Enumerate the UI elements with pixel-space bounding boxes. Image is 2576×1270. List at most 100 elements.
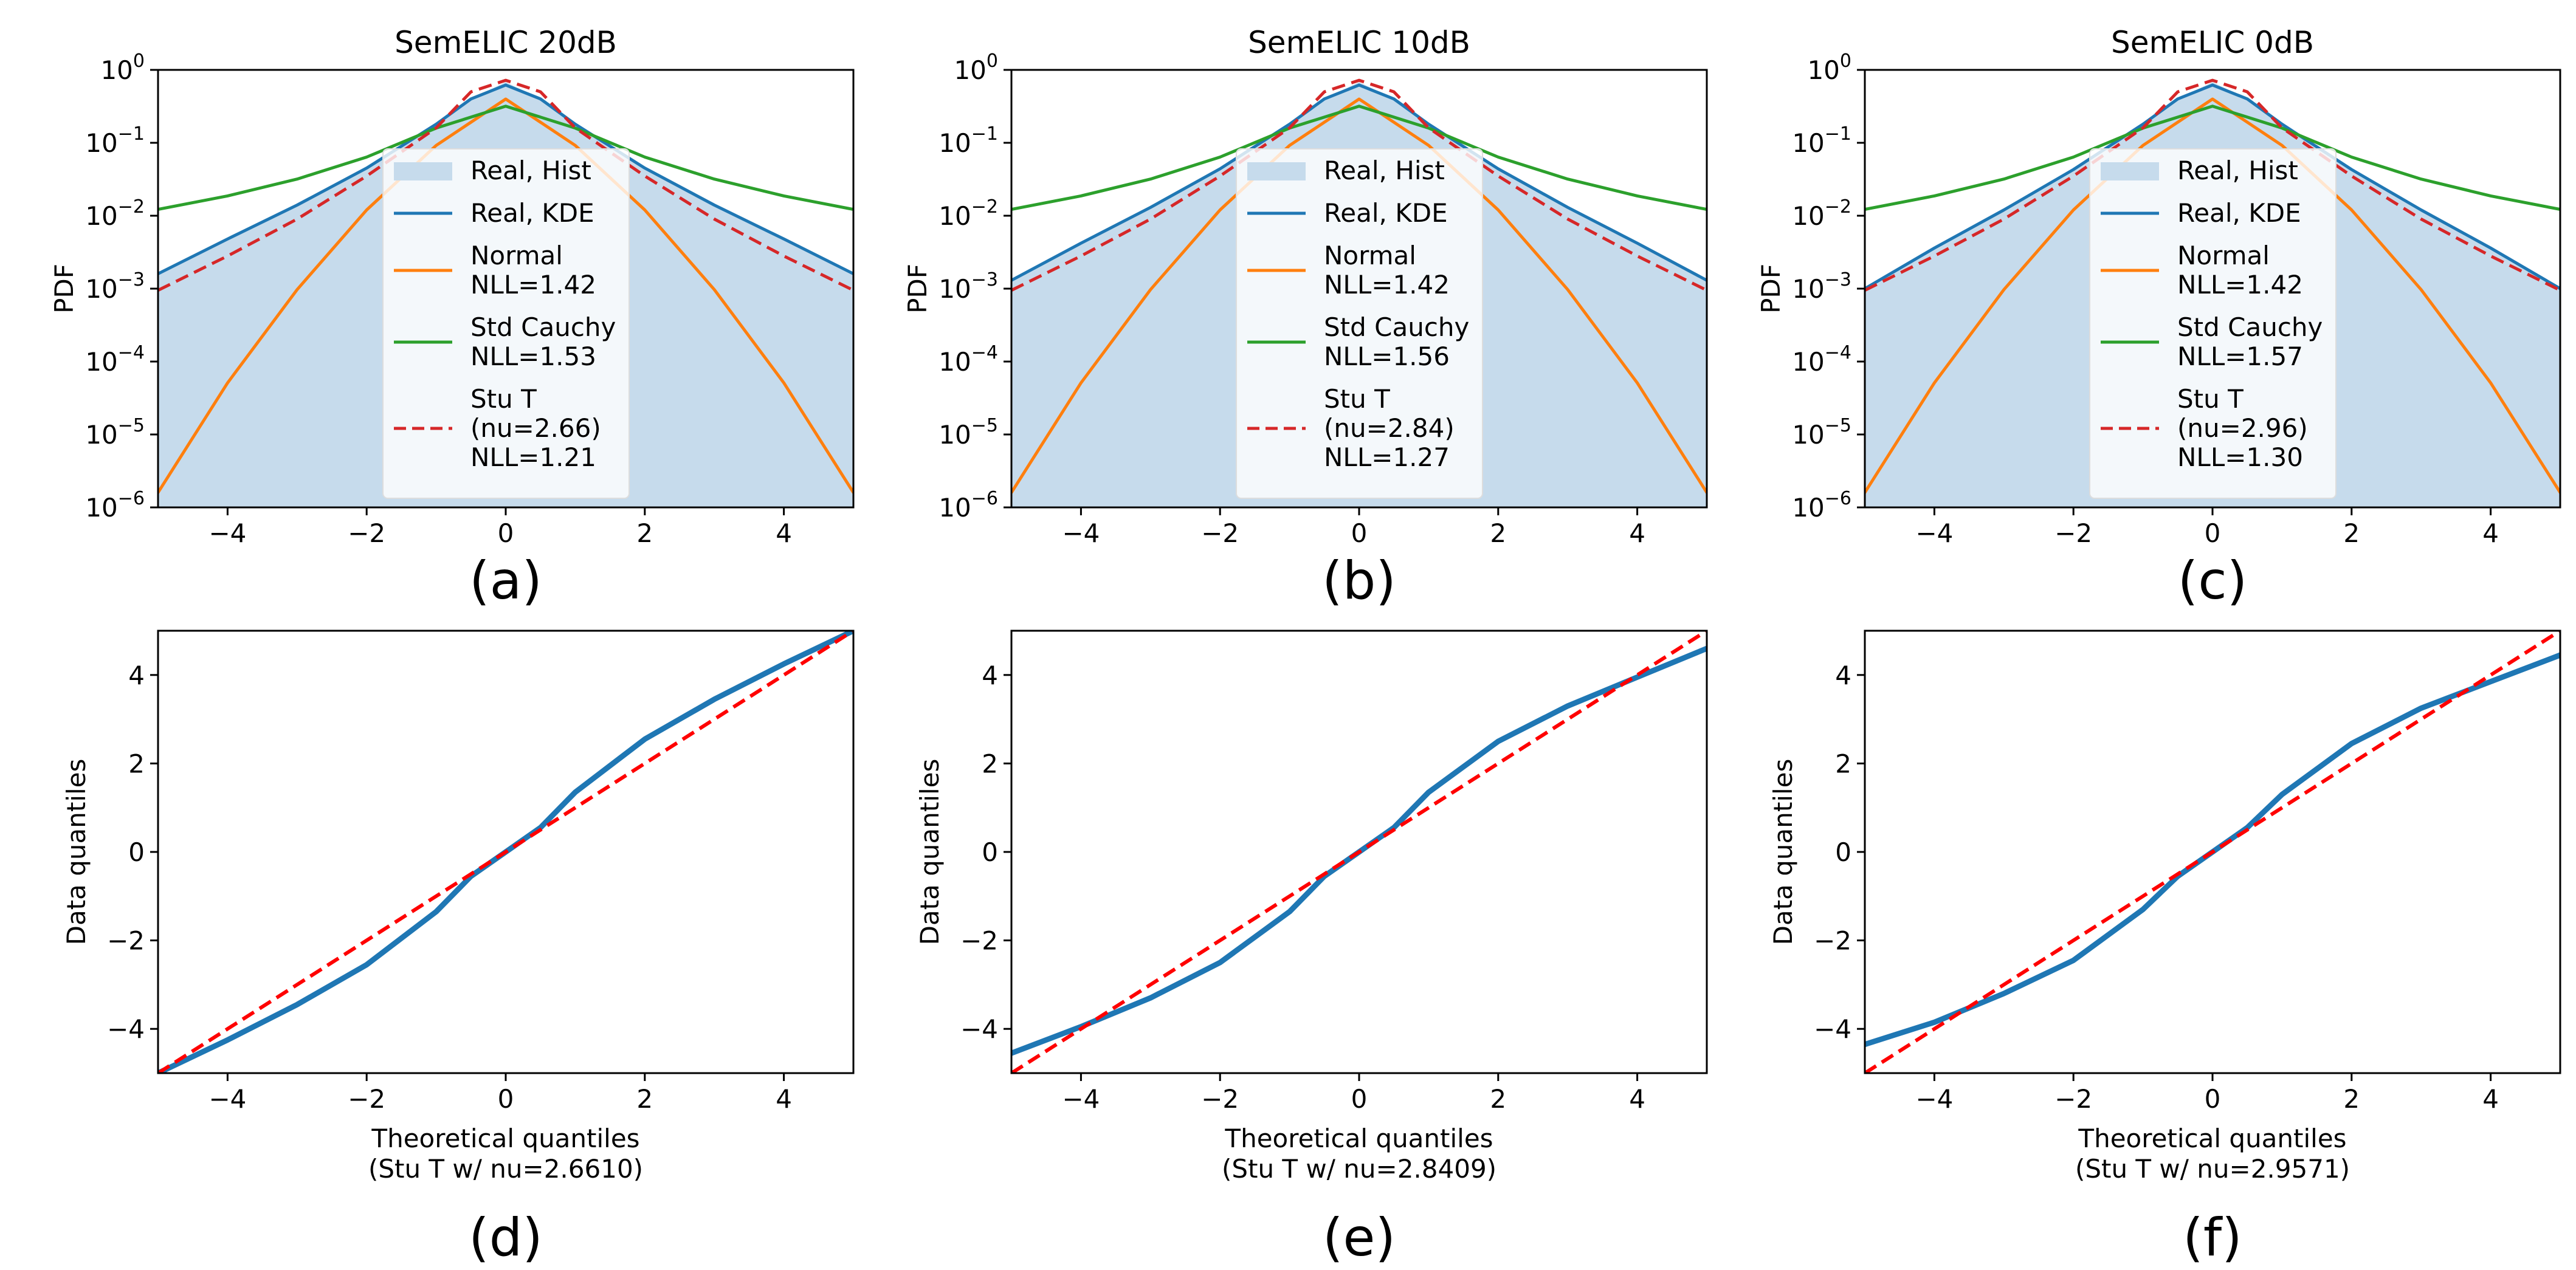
y-tick-label: 10−6 <box>1792 488 1851 523</box>
chart-title: SemELIC 0dB <box>2111 25 2314 60</box>
y-tick-label: 10−1 <box>85 123 145 158</box>
legend-real-hist-text: Real, Hist <box>2177 156 2298 185</box>
y-tick-label: 100 <box>100 50 145 85</box>
y-tick-base: 10 <box>85 128 117 158</box>
legend-normal-text: Normal <box>2177 241 2270 270</box>
y-tick-exponent: −2 <box>971 196 998 218</box>
x-tick-label: −2 <box>2054 1084 2092 1114</box>
y-tick-label: 4 <box>128 661 145 690</box>
y-tick-label: 10−4 <box>938 342 998 377</box>
y-tick-base: 10 <box>938 420 971 450</box>
y-tick-base: 10 <box>85 493 117 523</box>
y-tick-exponent: −2 <box>118 196 145 218</box>
series-std-cauchy-line <box>1865 105 2560 211</box>
legend-stu-t-text: (nu=2.84) <box>1324 413 1455 443</box>
x-tick-label: −4 <box>208 518 246 548</box>
y-axis-label: PDF <box>1756 264 1786 314</box>
x-tick-label: 0 <box>1351 518 1368 548</box>
legend-real-hist-text: Real, Hist <box>1324 156 1445 185</box>
series-real-kde-line <box>1865 83 2560 290</box>
y-tick-base: 10 <box>85 420 117 450</box>
y-tick-label: −4 <box>1814 1014 1851 1044</box>
x-tick-label: 2 <box>636 518 653 548</box>
y-tick-exponent: 0 <box>1840 50 1851 72</box>
y-tick-label: 4 <box>982 661 998 690</box>
y-tick-label: 2 <box>982 749 998 778</box>
panel-b: −4 −2 0 2 410010−110−210−310−410−510−6SemELI… <box>903 25 1708 611</box>
legend-real-kde-text: Real, KDE <box>470 198 594 228</box>
y-tick-exponent: −1 <box>1825 123 1851 145</box>
x-tick-label: 2 <box>1490 518 1506 548</box>
x-tick-label: 0 <box>2205 518 2221 548</box>
y-tick-base: 10 <box>100 55 133 85</box>
y-tick-base: 10 <box>938 201 971 231</box>
panel-c: −4 −2 0 2 410010−110−210−310−410−510−6SemELI… <box>1756 25 2561 611</box>
legend-real-kde-text: Real, KDE <box>2177 198 2301 228</box>
x-tick-label: −2 <box>348 518 385 548</box>
panel-a: −4 −2 0 2 410010−110−210−310−410−510−6SemELI… <box>49 25 855 611</box>
series-std-cauchy-line <box>158 105 853 211</box>
legend-box <box>382 148 630 499</box>
subplot-label: (a) <box>469 551 542 611</box>
y-tick-base: 10 <box>954 55 986 85</box>
y-tick-exponent: −3 <box>118 269 145 290</box>
legend-real-kde-text: Real, KDE <box>1324 198 1448 228</box>
y-axis-label: Data quantiles <box>1768 759 1798 946</box>
y-tick-exponent: −3 <box>1825 269 1851 290</box>
y-tick-base: 10 <box>938 347 971 377</box>
y-tick-label: 10−3 <box>1792 269 1851 304</box>
x-tick-label: 4 <box>776 1084 792 1114</box>
panel-e: −4 −2 0 2 4 −4 −2 0 2 4 Data quantiles Theoretical … <box>915 630 1708 1268</box>
panel-f: −4 −2 0 2 4 −4 −2 0 2 4 Data quantiles Theoretical … <box>1768 630 2561 1268</box>
legend-normal-text: NLL=1.42 <box>2177 270 2303 300</box>
y-tick-label: 10−6 <box>85 488 145 523</box>
legend-std-cauchy-text: NLL=1.56 <box>1324 342 1450 371</box>
legend-std-cauchy-text: Std Cauchy <box>2177 312 2323 342</box>
y-tick-base: 10 <box>85 347 117 377</box>
y-tick-label: 2 <box>1835 749 1851 778</box>
legend-stu-t-text: Stu T <box>470 384 537 414</box>
legend-normal-text: Normal <box>1324 241 1416 270</box>
legend-normal-text: NLL=1.42 <box>470 270 596 300</box>
y-tick-label: 2 <box>128 749 145 778</box>
y-tick-label: −2 <box>1814 926 1851 956</box>
legend-real-hist-text: Real, Hist <box>470 156 591 185</box>
x-axis-label-secondary: (Stu T w/ nu=2.8409) <box>1222 1154 1496 1184</box>
y-tick-label: 10−2 <box>938 196 998 231</box>
legend-std-cauchy-text: NLL=1.53 <box>470 342 596 371</box>
legend-box <box>1236 148 1483 499</box>
y-tick-exponent: −4 <box>118 342 145 363</box>
x-axis-label: Theoretical quantiles <box>371 1124 639 1153</box>
subplot-label: (c) <box>2178 551 2247 611</box>
x-tick-label: −2 <box>2054 518 2092 548</box>
y-tick-base: 10 <box>85 201 117 231</box>
y-tick-label: 0 <box>982 837 998 867</box>
x-tick-label: −4 <box>1915 518 1953 548</box>
y-tick-label: 100 <box>954 50 998 85</box>
y-tick-label: 10−4 <box>1792 342 1851 377</box>
subplot-label: (e) <box>1323 1207 1396 1268</box>
y-tick-base: 10 <box>1792 420 1824 450</box>
y-tick-label: 10−3 <box>938 269 998 304</box>
series-reference-line <box>1011 631 1707 1073</box>
legend-normal-text: NLL=1.42 <box>1324 270 1450 300</box>
legend-stu-t-text: NLL=1.27 <box>1324 442 1450 472</box>
y-tick-label: 10−5 <box>938 415 998 450</box>
y-tick-label: 10−5 <box>85 415 145 450</box>
x-tick-label: 4 <box>1629 1084 1645 1114</box>
y-tick-label: −4 <box>960 1014 998 1044</box>
legend-stu-t-text: (nu=2.96) <box>2177 413 2308 443</box>
y-tick-exponent: −2 <box>1825 196 1851 218</box>
legend-stu-t-text: (nu=2.66) <box>470 413 601 443</box>
series-normal-line <box>158 97 853 494</box>
series-reference-line <box>158 631 853 1073</box>
legend-stu-t-text: Stu T <box>1324 384 1390 414</box>
legend-box <box>2089 148 2337 499</box>
y-tick-label: 10−2 <box>85 196 145 231</box>
y-tick-exponent: −6 <box>971 488 998 509</box>
x-axis-label-secondary: (Stu T w/ nu=2.6610) <box>368 1154 643 1184</box>
y-tick-exponent: −4 <box>1825 342 1851 363</box>
